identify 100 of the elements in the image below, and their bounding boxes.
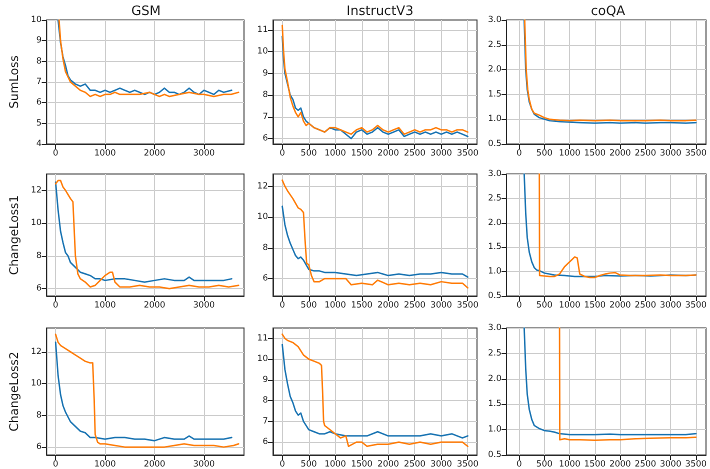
x-tick-label: 1500 [584, 460, 606, 469]
y-tick-label: 2.0 [488, 64, 502, 75]
chart-title: InstructV3 [346, 4, 414, 19]
x-tick-label: 1500 [584, 300, 606, 310]
y-tick-label: 6 [262, 134, 268, 144]
x-tick-label: 2000 [377, 300, 400, 310]
x-tick-label: 2500 [634, 300, 656, 310]
x-tick-label: 2500 [404, 300, 426, 310]
y-tick-label: 4 [36, 139, 42, 149]
x-tick-label: 3000 [660, 300, 682, 310]
line-series [282, 344, 468, 439]
x-tick-label: 2000 [609, 148, 631, 158]
x-tick-label: 3000 [430, 300, 452, 310]
x-tick-label: 2500 [404, 460, 426, 469]
x-tick-label: 0 [52, 300, 58, 310]
x-tick-label: 500 [300, 460, 317, 469]
x-tick-label: 1000 [324, 460, 346, 469]
y-tick-label: 2.5 [488, 348, 502, 358]
x-tick-label: 2000 [609, 300, 631, 310]
line-series [54, 334, 240, 448]
x-tick-label: 500 [300, 148, 317, 158]
y-tick-label: 3.0 [488, 323, 502, 333]
y-tick-label: 5 [36, 118, 42, 128]
x-tick-label: 2000 [144, 148, 166, 158]
x-tick-label: 3500 [456, 460, 479, 469]
x-tick-label: 0 [516, 148, 522, 158]
y-tick-label: 9 [36, 36, 42, 46]
x-tick-label: 1000 [94, 460, 116, 469]
x-tick-label: 1000 [558, 148, 580, 158]
y-tick-label: 2.0 [488, 218, 502, 228]
y-tick-label: 10 [30, 218, 42, 228]
y-tick-label: 3.0 [488, 169, 502, 179]
x-tick-label: 0 [280, 148, 285, 158]
y-tick-label: 3.0 [488, 15, 502, 25]
y-tick-label: 7 [262, 416, 268, 426]
x-tick-label: 0 [52, 148, 58, 158]
x-tick-label: 3500 [685, 460, 707, 469]
line-series [282, 333, 468, 448]
x-tick-label: 1500 [350, 460, 373, 469]
y-tick-label: 8 [262, 242, 268, 253]
y-tick-label: 8 [262, 396, 268, 406]
y-tick-label: 12 [257, 181, 268, 192]
x-tick-label: 1000 [324, 148, 346, 158]
x-tick-label: 1000 [324, 300, 346, 310]
y-tick-label: 1.0 [488, 114, 502, 124]
x-tick-label: 2000 [609, 460, 631, 469]
x-tick-label: 500 [536, 300, 553, 310]
x-tick-label: 3000 [193, 148, 215, 158]
x-tick-label: 3500 [685, 300, 707, 310]
x-tick-label: 1500 [350, 148, 373, 158]
y-axis-title: ChangeLoss1 [7, 195, 21, 275]
y-tick-label: 10 [257, 212, 268, 222]
x-tick-label: 3500 [685, 148, 707, 158]
chart-title: coQA [590, 4, 626, 19]
x-tick-label: 0 [516, 460, 522, 469]
x-tick-label: 3500 [456, 148, 479, 158]
x-tick-label: 0 [52, 460, 58, 469]
y-tick-label: 9 [262, 374, 268, 385]
line-series [282, 179, 468, 289]
y-tick-label: 6 [36, 284, 42, 294]
y-tick-label: 2.5 [488, 40, 502, 50]
x-tick-label: 500 [536, 148, 553, 158]
y-tick-label: 9 [262, 68, 268, 78]
y-tick-label: 8 [36, 410, 42, 420]
x-tick-label: 2000 [377, 460, 400, 469]
x-tick-label: 2500 [404, 148, 426, 158]
y-tick-label: 7 [262, 112, 268, 122]
y-tick-label: 10 [30, 378, 42, 389]
x-tick-label: 1000 [558, 460, 580, 469]
x-tick-label: 3000 [660, 460, 682, 469]
x-tick-label: 2000 [377, 148, 400, 158]
y-tick-label: 6 [36, 98, 42, 108]
x-tick-label: 3000 [660, 148, 682, 158]
x-tick-label: 1500 [584, 148, 606, 158]
x-tick-label: 1000 [558, 300, 580, 310]
x-tick-label: 3000 [430, 148, 452, 158]
y-tick-label: 8 [36, 56, 42, 66]
line-series [54, 342, 232, 442]
x-tick-label: 0 [280, 300, 285, 310]
y-tick-label: 12 [30, 185, 42, 196]
y-axis-title: SumLoss [7, 55, 21, 109]
y-axis-title: ChangeLoss2 [7, 352, 21, 432]
y-tick-label: 2.0 [488, 374, 502, 384]
y-tick-label: 11 [257, 24, 268, 35]
y-tick-label: 0.5 [488, 450, 502, 460]
y-tick-label: 7 [36, 77, 42, 87]
y-tick-label: 10 [257, 46, 268, 57]
y-tick-label: 10 [30, 15, 42, 25]
x-tick-label: 2000 [144, 460, 166, 469]
y-tick-label: 0.5 [488, 139, 502, 149]
y-tick-label: 6 [262, 437, 268, 448]
y-tick-label: 11 [257, 333, 268, 344]
y-tick-label: 1.5 [488, 399, 502, 410]
y-tick-label: 12 [30, 346, 42, 357]
y-tick-label: 8 [36, 250, 42, 261]
x-tick-label: 3000 [193, 460, 215, 469]
chart-title: GSM [131, 4, 161, 19]
x-tick-label: 1500 [350, 300, 373, 310]
y-tick-label: 8 [262, 90, 268, 100]
x-tick-label: 3000 [193, 300, 215, 310]
